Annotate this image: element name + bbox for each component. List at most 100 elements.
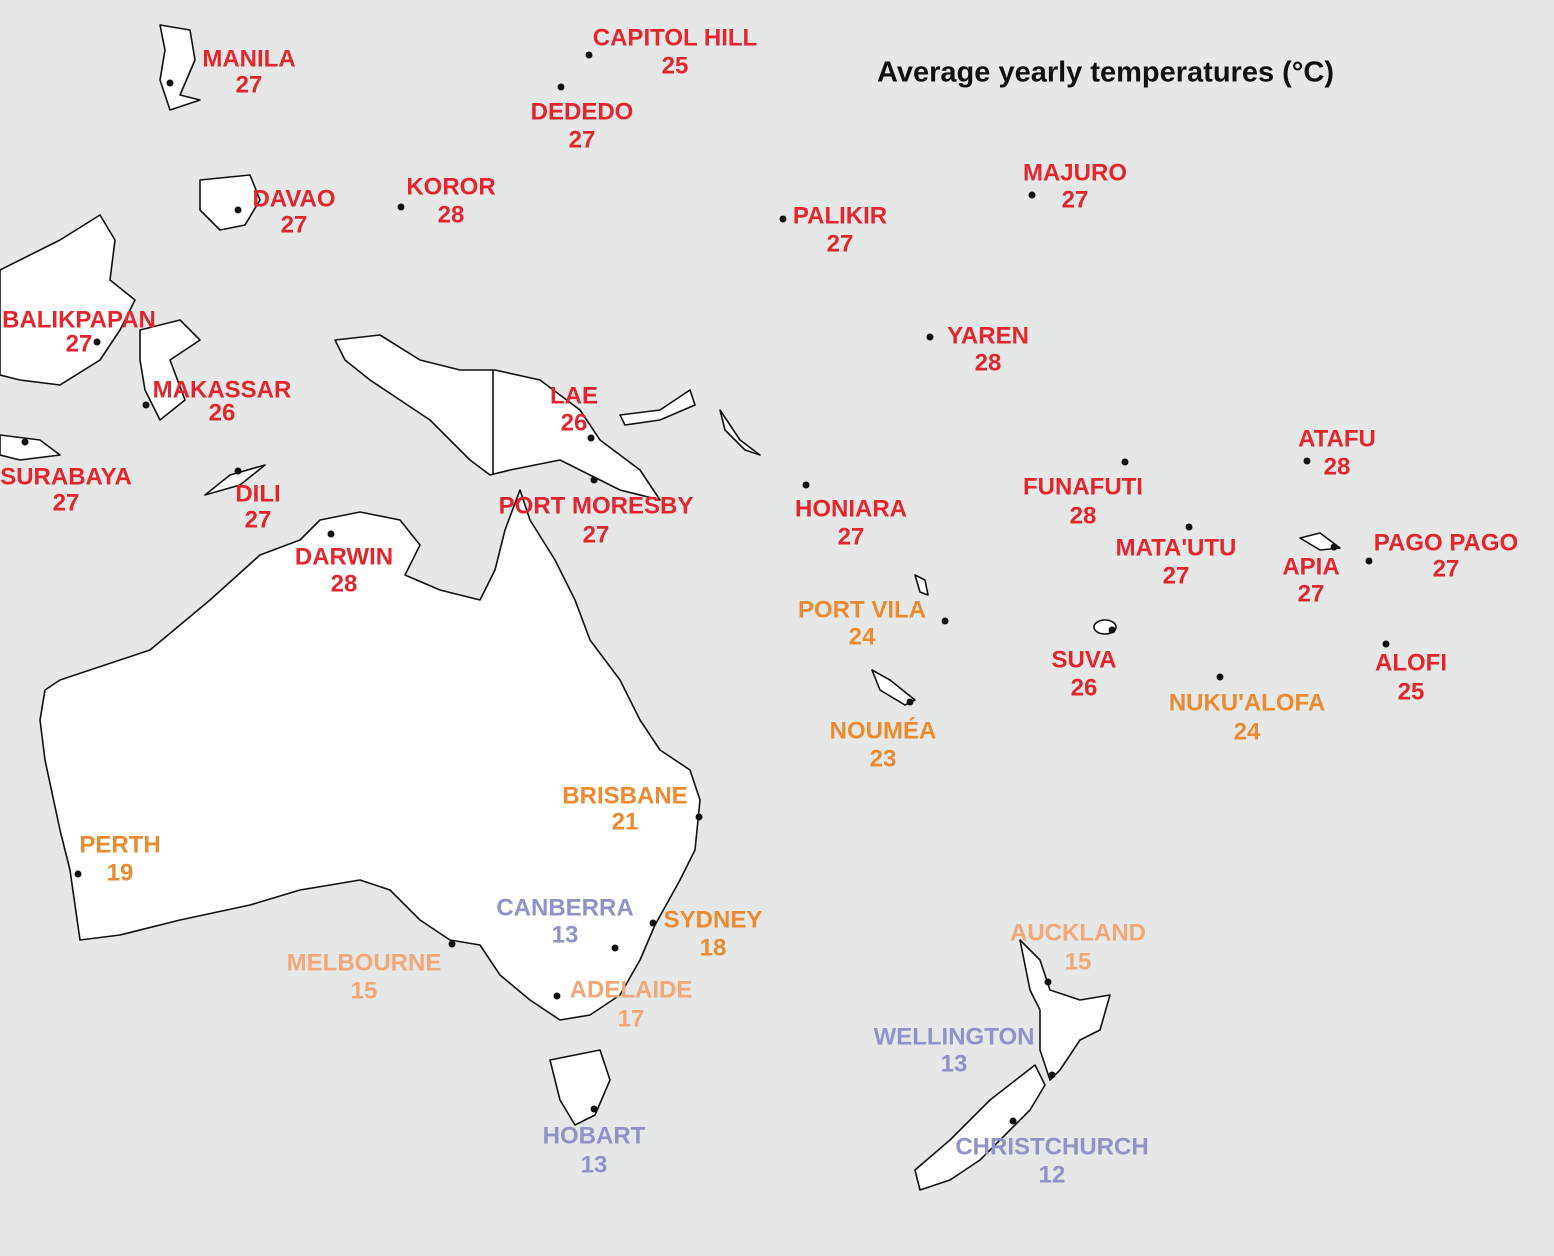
city-name: MANILA (202, 45, 295, 72)
city-dot (397, 203, 405, 211)
city-dot (695, 813, 703, 821)
city-dot (779, 215, 787, 223)
city-temperature: 26 (209, 399, 236, 426)
city-dot (1108, 626, 1116, 634)
city-temperature: 25 (1398, 678, 1425, 705)
city-name: YAREN (947, 322, 1029, 349)
australia (39, 489, 701, 1021)
city-dot (21, 438, 29, 446)
city-dot (926, 333, 934, 341)
city-temperature: 27 (569, 126, 596, 153)
mindanao (199, 174, 261, 231)
city-name: WELLINGTON (874, 1023, 1035, 1050)
city-dot (611, 944, 619, 952)
city-temperature: 28 (975, 349, 1002, 376)
city-temperature: 27 (1298, 580, 1325, 607)
city-name: MATA'UTU (1116, 534, 1237, 561)
new-zealand-south (914, 1064, 1046, 1191)
city-name: HOBART (543, 1122, 646, 1149)
city-name: SUVA (1052, 646, 1117, 673)
luzon (159, 24, 201, 111)
city-temperature: 17 (618, 1005, 645, 1032)
city-name: DILI (235, 480, 280, 507)
solomon-islands (719, 409, 761, 456)
city-temperature: 15 (351, 977, 378, 1004)
city-name: FUNAFUTI (1023, 473, 1143, 500)
city-name: MELBOURNE (287, 949, 442, 976)
city-dot (1009, 1117, 1017, 1125)
city-name: DEDEDO (531, 98, 634, 125)
city-dot (142, 401, 150, 409)
city-dot (557, 83, 565, 91)
city-dot (587, 434, 595, 442)
city-dot (649, 919, 657, 927)
city-temperature: 13 (552, 921, 579, 948)
city-dot (906, 698, 914, 706)
city-temperature: 27 (1163, 562, 1190, 589)
city-temperature: 26 (1071, 674, 1098, 701)
city-dot (234, 206, 242, 214)
city-dot (1044, 978, 1052, 986)
city-dot (234, 467, 242, 475)
city-name: LAE (550, 382, 598, 409)
city-temperature: 24 (1234, 718, 1261, 745)
borneo (0, 214, 136, 386)
city-dot (1121, 458, 1129, 466)
city-name: BALIKPAPAN (2, 306, 156, 333)
city-name: PALIKIR (793, 202, 887, 229)
city-dot (93, 338, 101, 346)
city-temperature: 28 (438, 201, 465, 228)
map-title: Average yearly temperatures (°C) (877, 57, 1334, 89)
city-temperature: 27 (838, 523, 865, 550)
city-temperature: 27 (827, 230, 854, 257)
new-zealand-north (1019, 939, 1111, 1081)
city-name: SURABAYA (0, 463, 132, 490)
city-name: PERTH (79, 831, 160, 858)
city-dot (1330, 543, 1338, 551)
city-dot (1382, 640, 1390, 648)
city-temperature: 15 (1065, 948, 1092, 975)
city-dot (1303, 457, 1311, 465)
city-dot (590, 476, 598, 484)
city-name: SYDNEY (664, 906, 763, 933)
city-dot (553, 992, 561, 1000)
city-dot (1028, 191, 1036, 199)
city-name: DARWIN (295, 543, 393, 570)
city-dot (1185, 523, 1193, 531)
city-temperature: 28 (1324, 453, 1351, 480)
city-temperature: 13 (581, 1151, 608, 1178)
city-name: DAVAO (252, 185, 335, 212)
city-temperature: 28 (331, 570, 358, 597)
city-name: NOUMÉA (830, 716, 937, 744)
new-guinea (334, 334, 661, 501)
city-name: ADELAIDE (570, 976, 693, 1003)
city-temperature: 27 (1062, 186, 1089, 213)
city-temperature: 18 (700, 934, 727, 961)
city-temperature: 28 (1070, 502, 1097, 529)
city-name: AUCKLAND (1010, 919, 1146, 946)
city-temperature: 27 (245, 506, 272, 533)
city-temperature: 27 (236, 71, 263, 98)
samoa (1299, 532, 1341, 551)
city-temperature: 13 (941, 1050, 968, 1077)
city-temperature: 27 (53, 489, 80, 516)
city-name: MAKASSAR (153, 376, 292, 403)
timor (204, 464, 266, 496)
city-temperature: 24 (849, 623, 876, 650)
city-name: HONIARA (795, 495, 907, 522)
city-temperature: 19 (107, 859, 134, 886)
city-temperature: 27 (281, 211, 308, 238)
city-name: APIA (1282, 553, 1339, 580)
city-name: NUKU'ALOFA (1169, 689, 1325, 716)
city-dot (166, 79, 174, 87)
city-name: CAPITOL HILL (593, 24, 757, 51)
city-name: MAJURO (1023, 159, 1127, 186)
city-name: CHRISTCHURCH (955, 1133, 1148, 1160)
new-britain (619, 389, 696, 426)
city-name: ATAFU (1298, 425, 1376, 452)
land (0, 24, 1341, 1191)
city-dot (327, 530, 335, 538)
city-dot (448, 940, 456, 948)
city-name: ALOFI (1375, 649, 1447, 676)
